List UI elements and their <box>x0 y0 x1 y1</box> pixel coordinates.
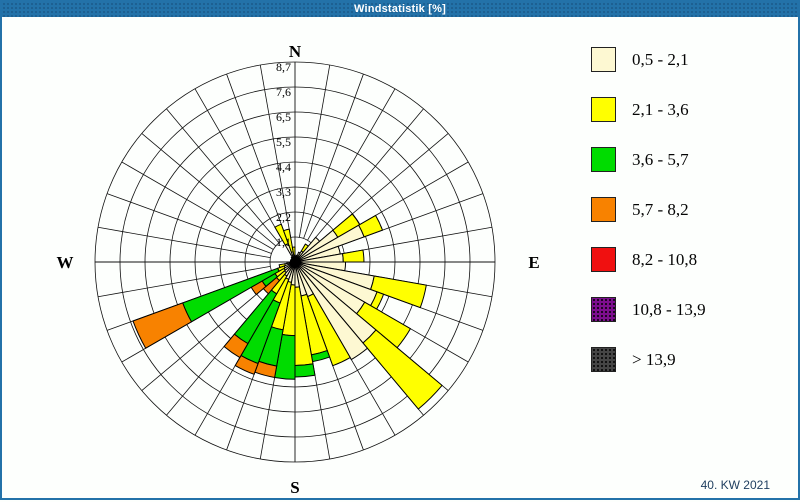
legend-item: 0,5 - 2,1 <box>591 47 689 72</box>
wind-bar-segment <box>294 363 316 378</box>
wind-bar-segment <box>362 329 443 410</box>
legend-swatch <box>591 347 616 372</box>
wind-bar-segment <box>223 333 249 359</box>
grid-spoke <box>166 108 280 244</box>
radial-tick-label: 8,7 <box>276 60 291 74</box>
legend-swatch <box>591 297 616 322</box>
legend-label: 8,2 - 10,8 <box>632 249 698 269</box>
legend-item: 3,6 - 5,7 <box>591 147 689 172</box>
radial-tick-label: 7,6 <box>276 85 291 99</box>
legend-swatch <box>591 97 616 122</box>
rose-center-dot <box>292 259 298 265</box>
wind-bar-segment <box>132 302 193 349</box>
wind-bar-segment <box>282 228 294 253</box>
grid-spoke <box>97 226 271 259</box>
legend-item: 8,2 - 10,8 <box>591 247 697 272</box>
radial-tick-label: 6,5 <box>276 110 291 124</box>
compass-label-e: E <box>528 253 539 272</box>
wind-bar-segment <box>274 223 289 246</box>
radial-tick-label: 2,2 <box>276 210 291 224</box>
legend-label: 0,5 - 2,1 <box>632 49 689 69</box>
wind-bar-segment <box>294 261 369 361</box>
grid-spoke <box>259 64 292 238</box>
grid-spoke <box>310 108 424 244</box>
legend-label: > 13,9 <box>632 349 676 369</box>
wind-bar-segment <box>278 263 286 269</box>
grid-spoke <box>298 64 331 238</box>
grid-spoke <box>226 73 287 239</box>
legend-label: 5,7 - 8,2 <box>632 199 689 219</box>
wind-bar-segment <box>369 275 427 309</box>
legend-item: 5,7 - 8,2 <box>591 197 689 222</box>
compass-label-n: N <box>289 42 302 61</box>
window-title-bar: Windstatistik [%] <box>2 2 798 17</box>
wind-bar-segment <box>291 246 296 256</box>
legend-swatch <box>591 47 616 72</box>
grid-spoke <box>307 88 396 241</box>
wind-bar-segment <box>306 293 351 367</box>
radial-tick-label: 5,5 <box>276 135 291 149</box>
window-title: Windstatistik [%] <box>354 3 446 15</box>
legend-swatch <box>591 147 616 172</box>
compass-label-s: S <box>290 478 299 497</box>
grid-spoke <box>121 161 274 250</box>
legend-item: > 13,9 <box>591 347 676 372</box>
grid-spoke <box>97 265 271 298</box>
calendar-week-label: 40. KW 2021 <box>700 478 770 492</box>
legend-label: 10,8 - 13,9 <box>632 299 706 319</box>
legend-item: 10,8 - 13,9 <box>591 297 706 322</box>
radial-tick-label: 1,1 <box>276 235 291 249</box>
grid-spoke <box>106 193 272 254</box>
grid-spoke <box>194 88 283 241</box>
grid-spoke <box>141 277 277 391</box>
legend-item: 2,1 - 3,6 <box>591 97 689 122</box>
wind-bar-segment <box>234 354 259 375</box>
compass-label-w: W <box>57 253 74 272</box>
legend-swatch <box>591 197 616 222</box>
grid-spoke <box>303 73 364 239</box>
legend-label: 3,6 - 5,7 <box>632 149 689 169</box>
legend-swatch <box>591 247 616 272</box>
radial-tick-label: 4,4 <box>276 160 291 174</box>
wind-bar-segment <box>358 214 384 238</box>
radial-tick-label: 3,3 <box>276 185 291 199</box>
legend-label: 2,1 - 3,6 <box>632 99 689 119</box>
grid-spoke <box>141 133 277 247</box>
wind-bar-segment <box>341 249 365 263</box>
